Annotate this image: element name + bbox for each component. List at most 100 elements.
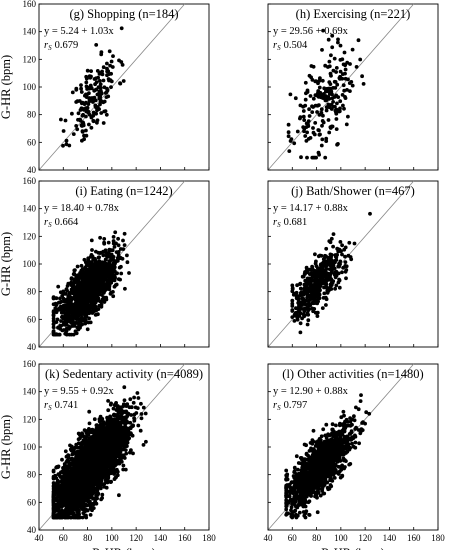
data-point xyxy=(54,303,59,307)
data-point xyxy=(299,155,303,160)
data-point xyxy=(70,90,75,95)
data-point xyxy=(112,278,117,283)
data-point xyxy=(104,257,108,262)
data-point xyxy=(79,86,83,91)
data-point xyxy=(100,492,105,497)
data-point xyxy=(58,324,63,328)
data-point xyxy=(72,315,77,320)
data-point xyxy=(106,408,111,413)
data-point xyxy=(343,260,348,264)
panel-title: (h) Exercising (n=221) xyxy=(296,7,411,21)
data-point xyxy=(320,137,325,142)
data-point xyxy=(331,244,335,249)
data-point xyxy=(109,85,113,89)
data-point xyxy=(346,77,350,82)
data-point xyxy=(77,99,82,103)
y-tick-label: 100 xyxy=(23,259,37,269)
data-point xyxy=(64,287,69,292)
data-point xyxy=(318,132,322,137)
data-point xyxy=(331,100,335,104)
data-point xyxy=(121,247,126,252)
data-point xyxy=(311,126,315,130)
data-point xyxy=(83,307,87,312)
data-point xyxy=(95,69,100,73)
data-point xyxy=(104,295,109,300)
data-point xyxy=(51,322,56,326)
data-point xyxy=(59,310,64,315)
data-point xyxy=(125,260,130,265)
data-point xyxy=(127,271,131,275)
data-point xyxy=(86,268,91,272)
data-point xyxy=(323,255,327,260)
data-point xyxy=(318,253,322,258)
data-point xyxy=(307,267,312,272)
data-point xyxy=(74,87,79,92)
data-point xyxy=(117,493,121,498)
data-point xyxy=(310,104,314,109)
data-point xyxy=(320,95,324,100)
data-point xyxy=(317,293,322,297)
data-point xyxy=(330,92,334,97)
data-point xyxy=(120,63,125,67)
data-point xyxy=(320,263,325,267)
y-tick-label: 140 xyxy=(23,27,37,37)
data-point xyxy=(313,252,317,257)
data-point xyxy=(139,412,144,416)
data-point xyxy=(89,291,94,296)
data-point xyxy=(347,81,352,85)
data-point xyxy=(90,296,95,300)
y-tick-label: 60 xyxy=(27,314,37,324)
data-point xyxy=(97,282,102,287)
data-point xyxy=(84,76,89,81)
y-axis-label: G-HR (bpm) xyxy=(0,232,13,296)
data-point xyxy=(111,54,115,58)
data-point xyxy=(89,125,94,130)
data-point xyxy=(73,287,78,292)
y-tick-label: 160 xyxy=(23,359,37,369)
data-point xyxy=(335,82,340,87)
data-point xyxy=(80,120,85,125)
data-point xyxy=(94,43,99,47)
data-point xyxy=(333,80,338,84)
data-point xyxy=(320,48,324,52)
data-point xyxy=(305,130,309,135)
data-point xyxy=(87,122,91,127)
data-point xyxy=(139,401,143,406)
data-point xyxy=(58,327,63,331)
rs-value: 0.664 xyxy=(55,217,79,228)
data-point xyxy=(61,129,66,133)
panel-j: (j) Bath/Shower (n=467)y = 14.17 + 0.88x… xyxy=(267,180,439,348)
data-point xyxy=(111,258,116,262)
data-point xyxy=(102,237,107,241)
data-point xyxy=(313,79,318,84)
data-point xyxy=(326,255,331,260)
data-point xyxy=(91,110,96,115)
data-point xyxy=(289,137,294,142)
data-point xyxy=(84,128,88,133)
data-point xyxy=(125,253,129,258)
data-point xyxy=(314,155,318,160)
x-tick-label: 80 xyxy=(83,533,93,543)
data-point xyxy=(326,37,331,42)
data-point xyxy=(329,102,334,107)
data-point xyxy=(121,467,126,472)
data-point xyxy=(84,100,88,105)
data-point xyxy=(116,243,121,248)
regression-equation: y = 5.24 + 1.03x xyxy=(44,26,114,37)
data-point xyxy=(298,286,303,291)
data-point xyxy=(107,49,112,54)
scatter-points xyxy=(51,230,131,337)
data-point xyxy=(294,306,298,311)
data-point xyxy=(327,80,332,84)
data-point xyxy=(297,307,302,311)
data-point xyxy=(307,272,312,276)
data-point xyxy=(103,264,107,269)
data-point xyxy=(300,316,304,321)
data-point xyxy=(98,86,103,90)
data-point xyxy=(76,273,81,278)
data-point xyxy=(327,86,331,91)
data-point xyxy=(327,287,332,292)
data-point xyxy=(344,268,349,272)
data-point xyxy=(60,457,64,462)
data-point xyxy=(333,286,337,291)
